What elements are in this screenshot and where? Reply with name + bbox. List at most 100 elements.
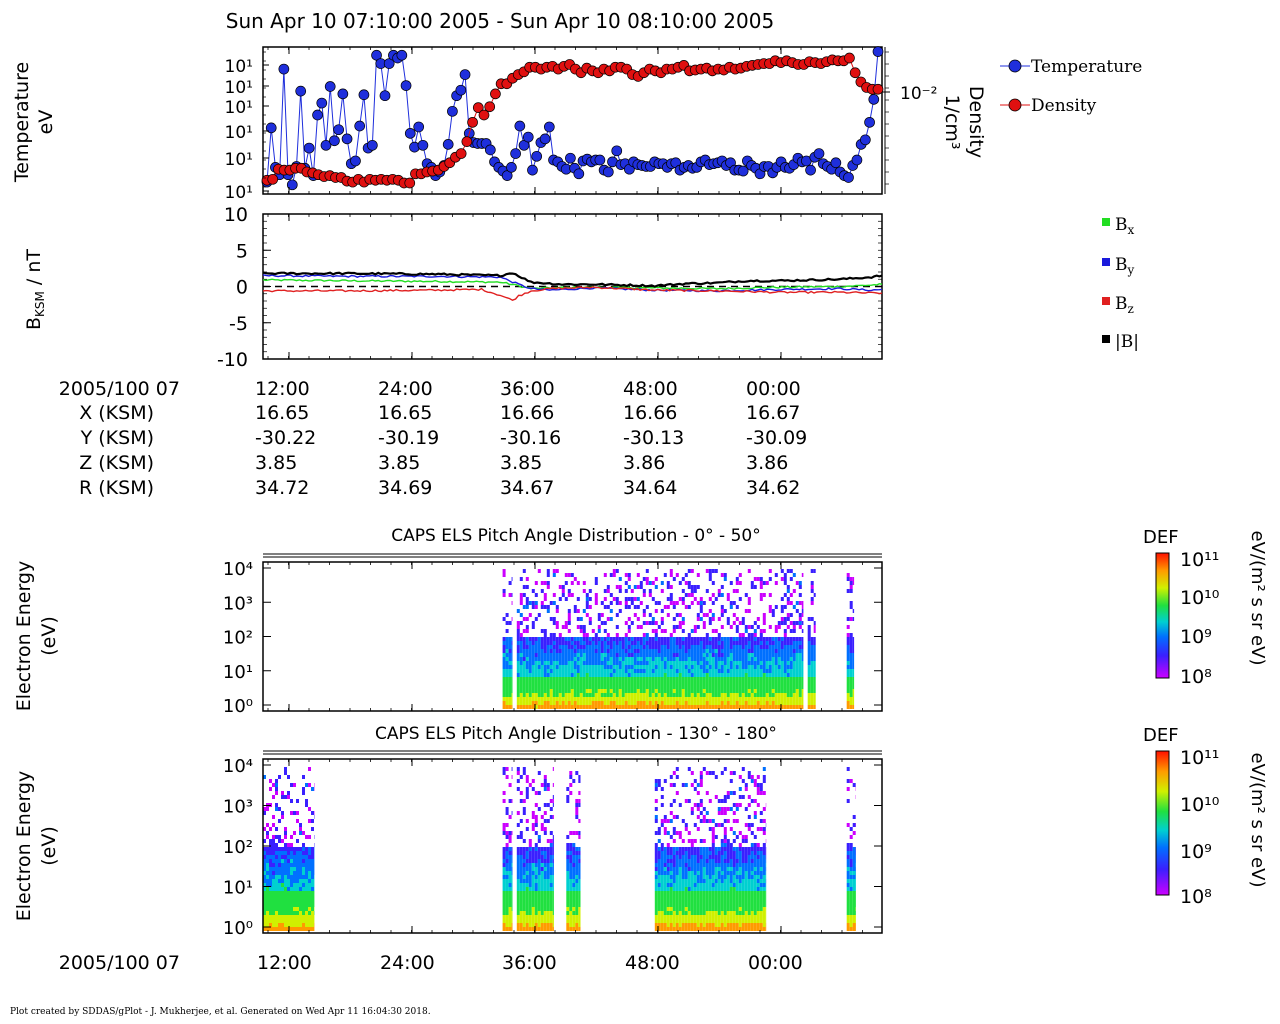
spectrogram-cell <box>690 899 694 903</box>
spectrogram-cell <box>729 859 733 863</box>
spectrogram-cell <box>600 637 604 641</box>
spectrogram-cell <box>546 783 550 787</box>
spectrogram-cell <box>732 771 736 775</box>
spectrogram-cell <box>564 697 568 701</box>
spectrogram-cell <box>663 645 667 649</box>
spectrogram-cell <box>588 621 592 625</box>
spectrogram-cell <box>511 617 513 621</box>
spectrogram-cell <box>711 863 715 867</box>
spectrogram-cell <box>669 887 673 891</box>
spectrogram-cell <box>516 855 520 859</box>
spectrogram-cell <box>511 879 513 883</box>
spectrogram-cell <box>693 863 697 867</box>
spectrogram-cell <box>663 779 667 783</box>
spectrogram-cell <box>522 637 526 641</box>
spectrogram-cell <box>552 795 554 799</box>
spectrogram-cell <box>505 875 509 879</box>
spectrogram-cell <box>726 645 730 649</box>
spectrogram-cell <box>543 891 547 895</box>
spectrogram-cell <box>711 641 715 645</box>
spectrogram-cell <box>543 803 547 807</box>
spectrogram-cell <box>566 915 570 919</box>
spectrogram-cell <box>849 685 853 689</box>
spectrogram-cell <box>591 649 595 653</box>
spectrogram-cell <box>578 855 581 859</box>
spectrogram-cell <box>502 771 506 775</box>
spectrogram-cell <box>552 911 554 915</box>
spectrogram-cell <box>654 847 658 851</box>
spectrogram-cell <box>723 701 727 705</box>
spectrogram-cell <box>681 891 685 895</box>
spectrogram-cell <box>308 767 311 771</box>
spectrogram-cell <box>561 589 565 593</box>
spectrogram-cell <box>531 693 535 697</box>
spectrogram-cell <box>293 783 296 787</box>
spectrogram-cell <box>666 875 670 879</box>
spectrogram-cell <box>654 819 658 823</box>
spectrogram-cell <box>690 601 694 605</box>
spectrogram-cell <box>684 673 688 677</box>
spectrogram-cell <box>305 895 308 899</box>
spectrogram-cell <box>624 693 628 697</box>
spectrogram-cell <box>558 661 562 665</box>
spectrogram-cell <box>516 681 520 685</box>
spectrogram-cell <box>732 899 736 903</box>
spectrogram-cell <box>684 847 688 851</box>
spectrogram-cell <box>798 673 802 677</box>
spectrogram-cell <box>502 641 506 645</box>
spectrogram-cell <box>525 891 529 895</box>
spectrogram-cell <box>502 799 506 803</box>
spectrogram-cell <box>621 705 625 709</box>
spectrogram-cell <box>573 641 577 645</box>
spectrogram-cell <box>311 847 314 851</box>
spectrogram-cell <box>537 887 541 891</box>
spectrogram-cell <box>678 653 682 657</box>
spectrogram-cell <box>687 649 691 653</box>
spectrogram-cell <box>783 673 787 677</box>
spectrogram-cell <box>555 697 559 701</box>
legend-swatch <box>1102 335 1110 343</box>
spectrogram-cell <box>729 915 733 919</box>
spectrogram-cell <box>660 919 664 923</box>
spectrogram-cell <box>522 915 526 919</box>
spectrogram-cell <box>687 919 691 923</box>
spectrogram-cell <box>569 895 573 899</box>
spectrogram-cell <box>281 899 284 903</box>
spectrogram-cell <box>591 629 595 633</box>
spectrogram-cell <box>537 871 541 875</box>
spectrogram-cell <box>747 697 751 701</box>
spectrogram-cell <box>552 677 556 681</box>
spectrogram-cell <box>672 839 676 843</box>
spectrogram-cell <box>705 771 709 775</box>
spectrogram-cell <box>519 867 523 871</box>
spectrogram-cell <box>672 641 676 645</box>
spectrogram-cell <box>639 601 643 605</box>
spectrogram-cell <box>546 677 550 681</box>
spectrogram-cell <box>558 637 562 641</box>
spectrogram-cell <box>575 907 579 911</box>
spectrogram-cell <box>669 573 673 577</box>
spectrogram-cell <box>675 697 679 701</box>
spectrogram-cell <box>780 577 784 581</box>
spectrogram-cell <box>705 899 709 903</box>
spectrogram-cell <box>569 927 573 931</box>
spectrogram-cell <box>663 907 667 911</box>
spectrogram-cell <box>813 657 816 661</box>
spectrogram-cell <box>528 851 532 855</box>
spectrogram-cell <box>609 573 613 577</box>
spectrogram-cell <box>690 783 694 787</box>
spectrogram-cell <box>690 891 694 895</box>
spectrogram-cell <box>299 899 302 903</box>
spectrogram-cell <box>582 661 586 665</box>
spectrogram-cell <box>572 883 576 887</box>
spectrogram-cell <box>801 613 804 617</box>
spectrogram-cell <box>705 677 709 681</box>
spectrogram-cell <box>693 589 697 593</box>
spectrogram-cell <box>723 875 727 879</box>
density-point <box>267 173 279 185</box>
spectrogram-cell <box>543 641 547 645</box>
spectrogram-cell <box>735 673 739 677</box>
spectrogram-cell <box>705 855 709 859</box>
ephemeris-date-label: 2005/100 07 <box>59 378 180 400</box>
